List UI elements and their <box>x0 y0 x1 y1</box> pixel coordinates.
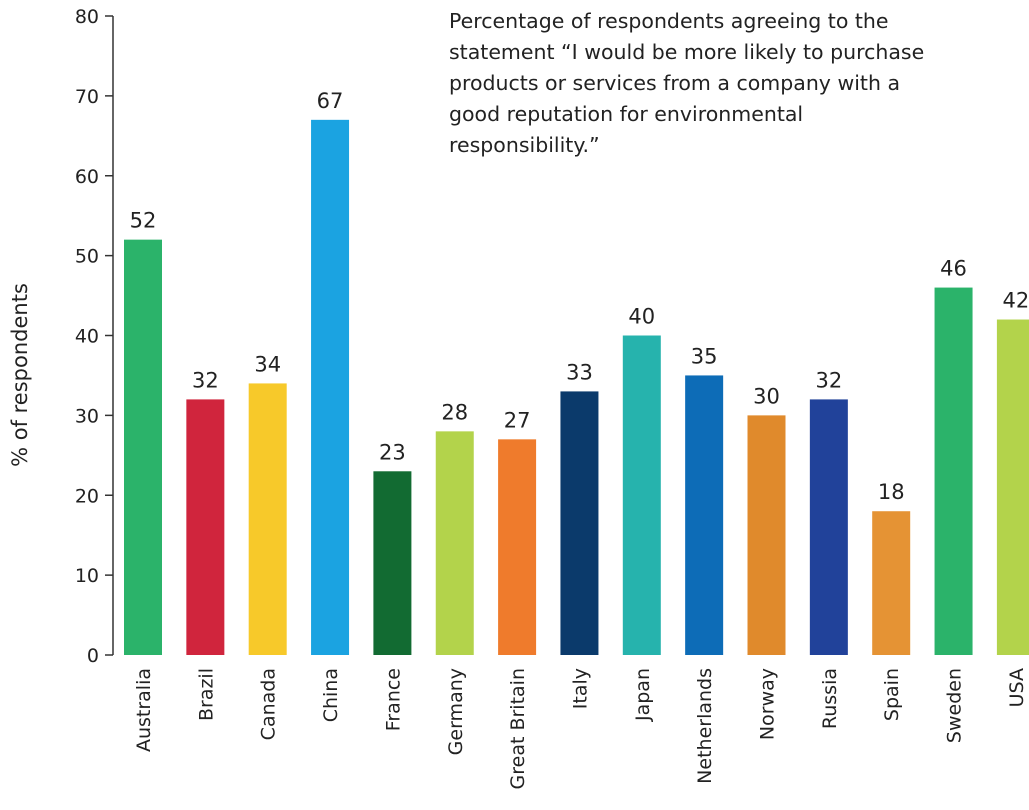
x-tick-label: Germany <box>445 668 467 755</box>
bar <box>872 511 911 655</box>
bar <box>685 375 724 655</box>
x-tick-label: USA <box>1006 668 1028 707</box>
title-line: statement “I would be more likely to pur… <box>449 40 924 64</box>
title-line: products or services from a company with… <box>449 71 900 95</box>
data-label: 32 <box>192 368 219 392</box>
bar <box>560 391 599 655</box>
y-tick-label: 80 <box>75 6 99 28</box>
data-label: 42 <box>1003 289 1029 313</box>
x-tick-label: France <box>382 668 404 731</box>
bar <box>934 287 973 655</box>
bar <box>498 439 537 655</box>
data-label: 30 <box>753 384 780 408</box>
x-tick-label: Russia <box>819 668 841 729</box>
y-tick-label: 60 <box>75 166 99 188</box>
data-label: 35 <box>691 344 718 368</box>
data-label: 27 <box>504 408 531 432</box>
data-label: 46 <box>940 257 967 281</box>
y-axis: 0 10 20 30 40 50 60 70 80 <box>75 6 114 667</box>
y-tick-label: 30 <box>75 405 99 427</box>
x-tick-label: Great Britain <box>507 668 529 789</box>
y-tick-label: 50 <box>75 246 99 268</box>
data-labels: 52 32 34 67 23 28 27 33 40 35 30 32 18 46 42 <box>130 89 1029 504</box>
bar <box>311 119 350 655</box>
bar <box>435 431 474 655</box>
x-tick-label: Italy <box>569 668 591 709</box>
x-tick-label: Norway <box>757 668 779 740</box>
x-tick-label: Netherlands <box>694 668 716 784</box>
x-tick-label: Spain <box>881 668 903 721</box>
bar <box>809 399 848 655</box>
data-label: 40 <box>628 305 655 329</box>
x-tick-label: Australia <box>133 668 155 752</box>
y-tick-label: 20 <box>75 485 99 507</box>
data-label: 23 <box>379 440 406 464</box>
data-label: 33 <box>566 360 593 384</box>
bars <box>124 119 1029 655</box>
data-label: 18 <box>878 480 905 504</box>
y-tick-label: 40 <box>75 326 99 348</box>
bar <box>124 239 162 655</box>
data-label: 52 <box>130 209 157 233</box>
bar <box>373 471 412 655</box>
x-tick-label: China <box>320 668 342 722</box>
title-line: responsibility.” <box>449 133 600 157</box>
chart-title: Percentage of respondents agreeing to th… <box>449 9 924 157</box>
data-label: 28 <box>441 400 468 424</box>
y-axis-label: % of respondents <box>8 283 32 467</box>
y-tick-label: 10 <box>75 565 99 587</box>
x-tick-label: Canada <box>258 668 280 740</box>
data-label: 34 <box>254 352 281 376</box>
category-labels: Australia Brazil Canada China France Germany G… <box>133 668 1028 789</box>
x-tick-label: Brazil <box>195 668 217 721</box>
bar <box>622 335 661 655</box>
y-tick-label: 0 <box>87 645 99 667</box>
bar <box>248 383 287 655</box>
data-label: 32 <box>815 368 842 392</box>
data-label: 67 <box>317 89 344 113</box>
y-tick-label: 70 <box>75 86 99 108</box>
title-line: Percentage of respondents agreeing to th… <box>449 9 889 33</box>
title-line: good reputation for environmental <box>449 102 803 126</box>
bar <box>747 415 786 655</box>
x-tick-label: Japan <box>632 668 654 722</box>
x-tick-label: Sweden <box>944 668 966 743</box>
bar <box>996 319 1029 655</box>
bar <box>186 399 225 655</box>
